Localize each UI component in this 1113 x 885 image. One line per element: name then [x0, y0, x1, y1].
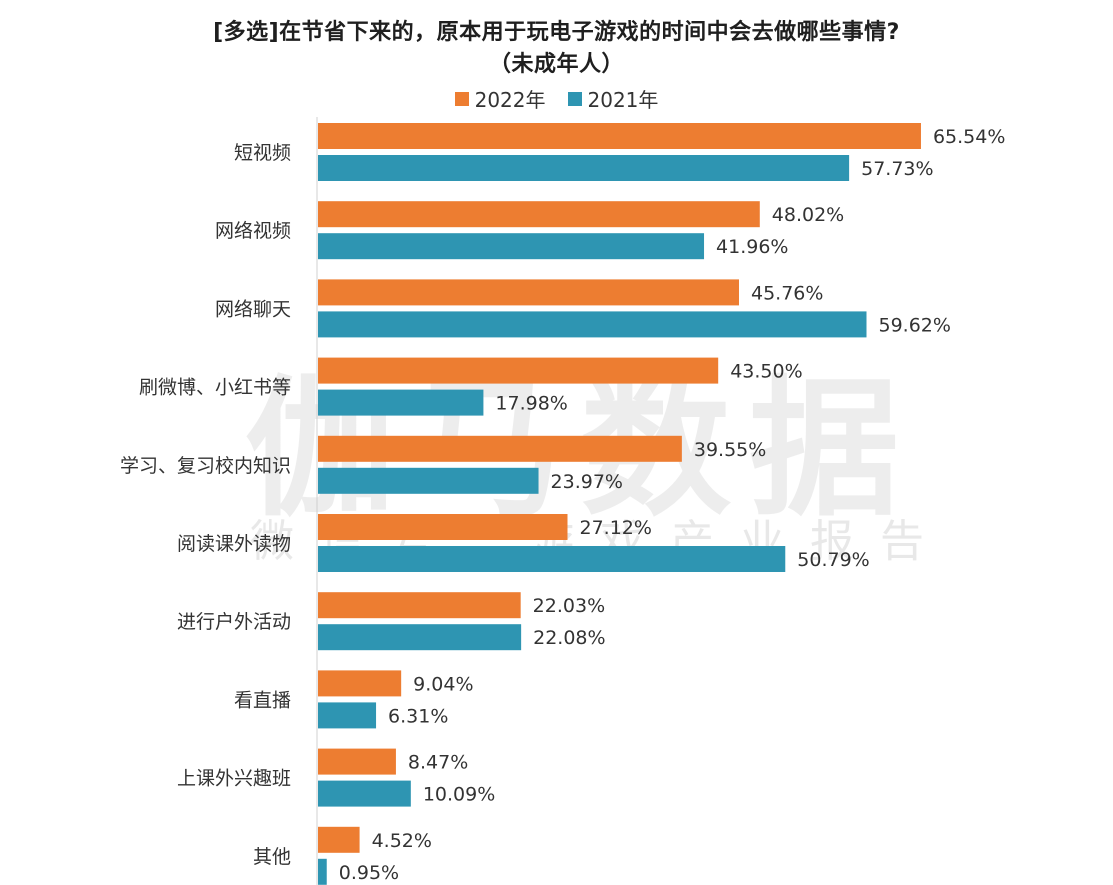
- category-label: 进行户外活动: [177, 611, 291, 633]
- bar-2022: [318, 826, 360, 853]
- data-label: 23.97%: [551, 471, 623, 493]
- data-label: 17.98%: [495, 393, 567, 415]
- bar-2021: [318, 389, 484, 416]
- bar-2022: [318, 123, 921, 149]
- bar-2022: [318, 514, 568, 540]
- data-label: 59.62%: [879, 314, 951, 336]
- data-label: 43.50%: [730, 361, 802, 383]
- chart-subtitle: （未成年人）: [488, 52, 624, 77]
- bar-2021: [318, 467, 539, 494]
- data-label: 45.76%: [751, 282, 823, 304]
- bar-2021: [318, 702, 377, 729]
- legend-item-2022: 2022年: [454, 84, 546, 113]
- category-label: 看直播: [234, 689, 291, 711]
- bar-2021: [318, 311, 867, 338]
- data-label: 57.73%: [861, 158, 933, 180]
- legend-label-2021: 2021年: [587, 88, 659, 112]
- bar-2021: [318, 546, 786, 572]
- data-label: 10.09%: [423, 784, 495, 806]
- legend-label-2022: 2022年: [474, 88, 546, 112]
- bar-2022: [318, 435, 682, 462]
- bar-2022: [318, 357, 719, 384]
- category-label: 网络视频: [215, 220, 291, 242]
- data-label: 22.03%: [533, 595, 605, 617]
- bar-2021: [318, 780, 411, 807]
- data-label: 48.02%: [772, 204, 844, 226]
- category-label: 网络聊天: [215, 298, 291, 320]
- data-label: 22.08%: [533, 627, 605, 649]
- data-label: 41.96%: [716, 236, 788, 258]
- data-label: 39.55%: [694, 439, 766, 461]
- bar-2021: [318, 233, 705, 260]
- chart-title: [多选]在节省下来的，原本用于玩电子游戏的时间中会去做哪些事情?: [213, 20, 900, 45]
- legend-swatch-2021: [567, 91, 582, 106]
- category-label: 上课外兴趣班: [177, 768, 291, 790]
- bar-2021: [318, 155, 850, 181]
- bar-2022: [318, 748, 396, 775]
- category-label: 阅读课外读物: [177, 533, 291, 555]
- data-label: 50.79%: [797, 549, 869, 571]
- bar-2022: [318, 279, 739, 306]
- bar-2022: [318, 670, 402, 697]
- legend-swatch-2022: [454, 91, 469, 106]
- data-label: 65.54%: [933, 126, 1005, 148]
- data-label: 8.47%: [408, 752, 468, 774]
- bar-2022: [318, 592, 521, 619]
- bar-2022: [318, 201, 760, 228]
- data-label: 6.31%: [388, 705, 448, 727]
- data-label: 9.04%: [413, 673, 473, 695]
- category-label: 其他: [253, 846, 291, 868]
- category-label: 刷微博、小红书等: [139, 377, 291, 399]
- data-label: 27.12%: [580, 517, 652, 539]
- data-label: 4.52%: [372, 830, 432, 852]
- bar-2021: [318, 624, 522, 651]
- legend-item-2021: 2021年: [567, 84, 659, 113]
- category-label: 短视频: [234, 142, 291, 164]
- bar-2021: [318, 858, 327, 885]
- category-label: 学习、复习校内知识: [120, 455, 291, 477]
- legend: 2022年 2021年: [0, 84, 1113, 113]
- data-label: 0.95%: [339, 862, 399, 884]
